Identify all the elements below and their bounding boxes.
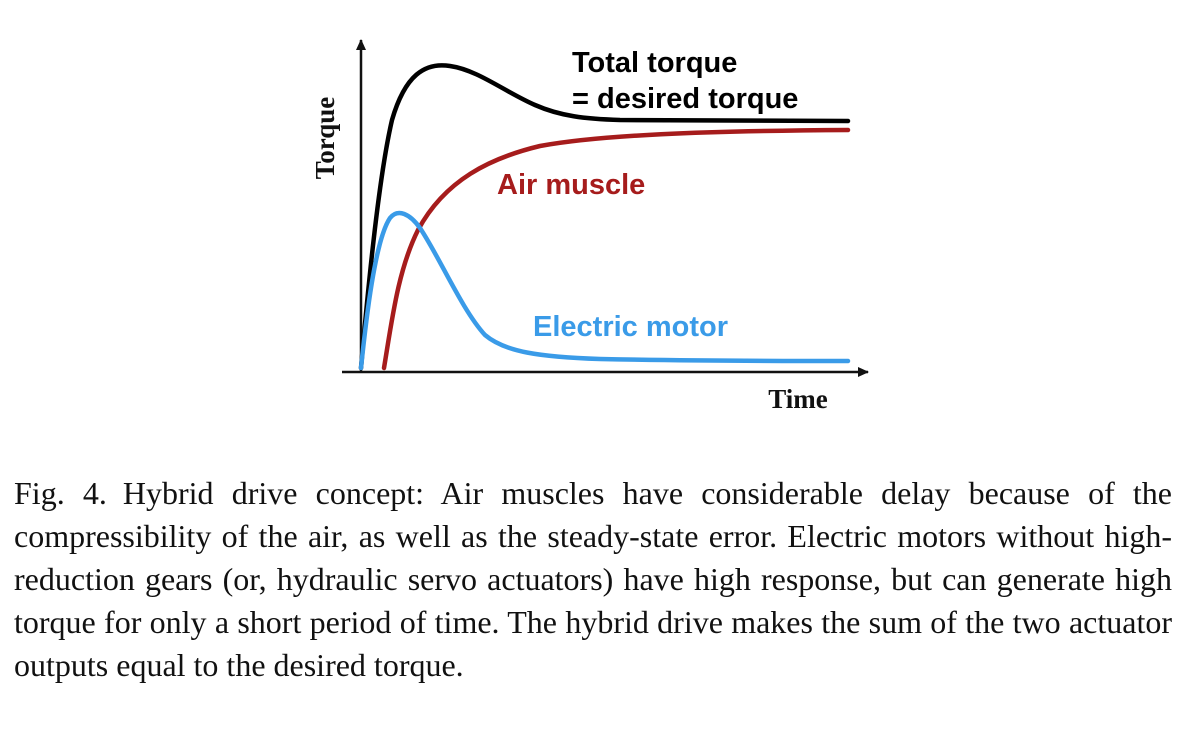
electric-motor-label: Electric motor (533, 311, 728, 343)
total-torque-curve (358, 63, 851, 371)
hybrid-drive-diagram: Torque Time Total torque = desired torqu… (310, 39, 869, 414)
electric-motor-curve (358, 210, 851, 371)
figure-number: Fig. 4. (14, 475, 107, 511)
air-muscle-curve (381, 127, 851, 371)
y-axis-label: Torque (310, 97, 340, 180)
caption-text: Hybrid drive concept: Air muscles have c… (14, 475, 1173, 683)
x-axis-label: Time (768, 384, 828, 414)
air-muscle-label: Air muscle (497, 169, 645, 201)
total-torque-label-line2: = desired torque (572, 83, 798, 115)
figure-caption: Fig. 4. Hybrid drive concept: Air muscles… (14, 472, 1172, 687)
total-torque-label-line1: Total torque (572, 47, 737, 79)
